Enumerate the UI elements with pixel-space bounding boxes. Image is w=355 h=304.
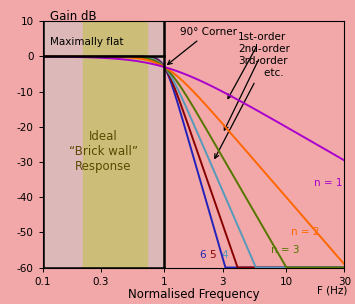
Text: Gain dB: Gain dB xyxy=(50,10,97,23)
Bar xyxy=(43,21,164,268)
X-axis label: Normalised Frequency: Normalised Frequency xyxy=(128,288,259,301)
Text: n = 3: n = 3 xyxy=(271,245,300,255)
Text: n = 1: n = 1 xyxy=(314,178,343,188)
Text: n = 2: n = 2 xyxy=(291,227,320,237)
Text: 3rd-order
        etc.: 3rd-order etc. xyxy=(215,57,287,158)
Text: 5: 5 xyxy=(209,250,216,260)
Text: 2nd-order: 2nd-order xyxy=(224,44,290,130)
Text: 90° Corner: 90° Corner xyxy=(168,26,237,64)
Text: F (Hz): F (Hz) xyxy=(317,285,348,295)
Text: 6: 6 xyxy=(199,250,206,260)
Text: 4: 4 xyxy=(221,250,228,260)
Bar xyxy=(83,21,147,268)
Text: Ideal
“Brick wall”
Response: Ideal “Brick wall” Response xyxy=(69,130,138,173)
Text: 1st-order: 1st-order xyxy=(228,32,286,98)
Text: Maximally flat: Maximally flat xyxy=(50,36,124,47)
